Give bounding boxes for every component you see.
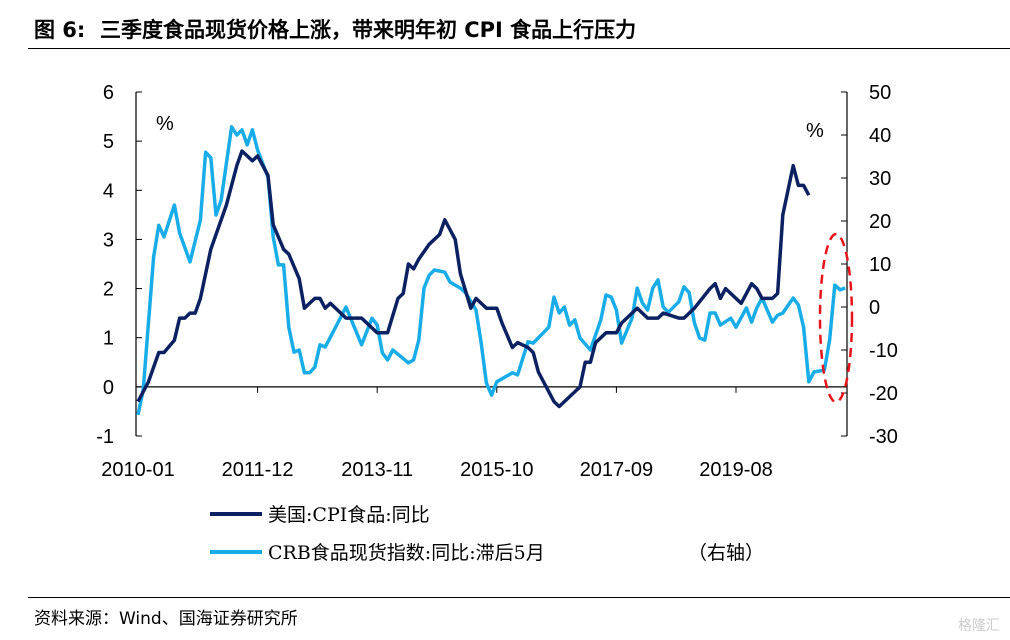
x-tick-label: 2019-08 bbox=[699, 459, 772, 481]
legend-label-us-cpi: 美国:CPI食品:同比 bbox=[268, 504, 430, 526]
left-tick-label: 2 bbox=[103, 279, 114, 301]
x-tick-label: 2015-10 bbox=[460, 459, 533, 481]
right-tick-label: 10 bbox=[869, 254, 891, 276]
left-tick-label: 1 bbox=[103, 328, 114, 350]
left-tick-label: 0 bbox=[103, 377, 114, 399]
right-tick-label: 40 bbox=[869, 125, 891, 147]
right-unit-label: % bbox=[806, 120, 824, 142]
x-tick-label: 2010-01 bbox=[101, 459, 174, 481]
x-tick-label: 2017-09 bbox=[580, 459, 653, 481]
source-divider bbox=[28, 597, 1010, 598]
series-line-us-cpi bbox=[136, 149, 811, 409]
left-tick-label: 4 bbox=[103, 180, 114, 202]
left-tick-label: 6 bbox=[103, 82, 114, 104]
x-tick-label: 2013-11 bbox=[341, 459, 413, 481]
right-tick-label: 30 bbox=[869, 168, 891, 190]
right-tick-label: 20 bbox=[869, 211, 891, 233]
title-divider bbox=[28, 48, 1010, 49]
legend-right-axis-note: （右轴） bbox=[688, 542, 764, 564]
left-tick-label: -1 bbox=[96, 426, 114, 448]
left-tick-label: 3 bbox=[103, 229, 114, 251]
right-tick-label: 50 bbox=[869, 82, 891, 104]
figure-title: 图 6: 三季度食品现货价格上涨，带来明年初 CPI 食品上行压力 bbox=[34, 18, 637, 42]
x-tick-label: 2011-12 bbox=[222, 459, 294, 481]
series-line-crb bbox=[136, 125, 846, 416]
watermark: 格隆汇 bbox=[958, 618, 1000, 634]
left-unit-label: % bbox=[156, 113, 174, 135]
right-tick-label: -30 bbox=[869, 426, 898, 448]
left-tick-label: 5 bbox=[103, 131, 114, 153]
legend-label-crb: CRB食品现货指数:同比:滞后5月 bbox=[268, 542, 545, 564]
highlight-ellipse bbox=[818, 232, 854, 404]
right-tick-label: -10 bbox=[869, 340, 898, 362]
source-note: 资料来源：Wind、国海证券研究所 bbox=[34, 609, 298, 629]
right-tick-label: -20 bbox=[869, 383, 898, 405]
right-tick-label: 0 bbox=[869, 297, 880, 319]
